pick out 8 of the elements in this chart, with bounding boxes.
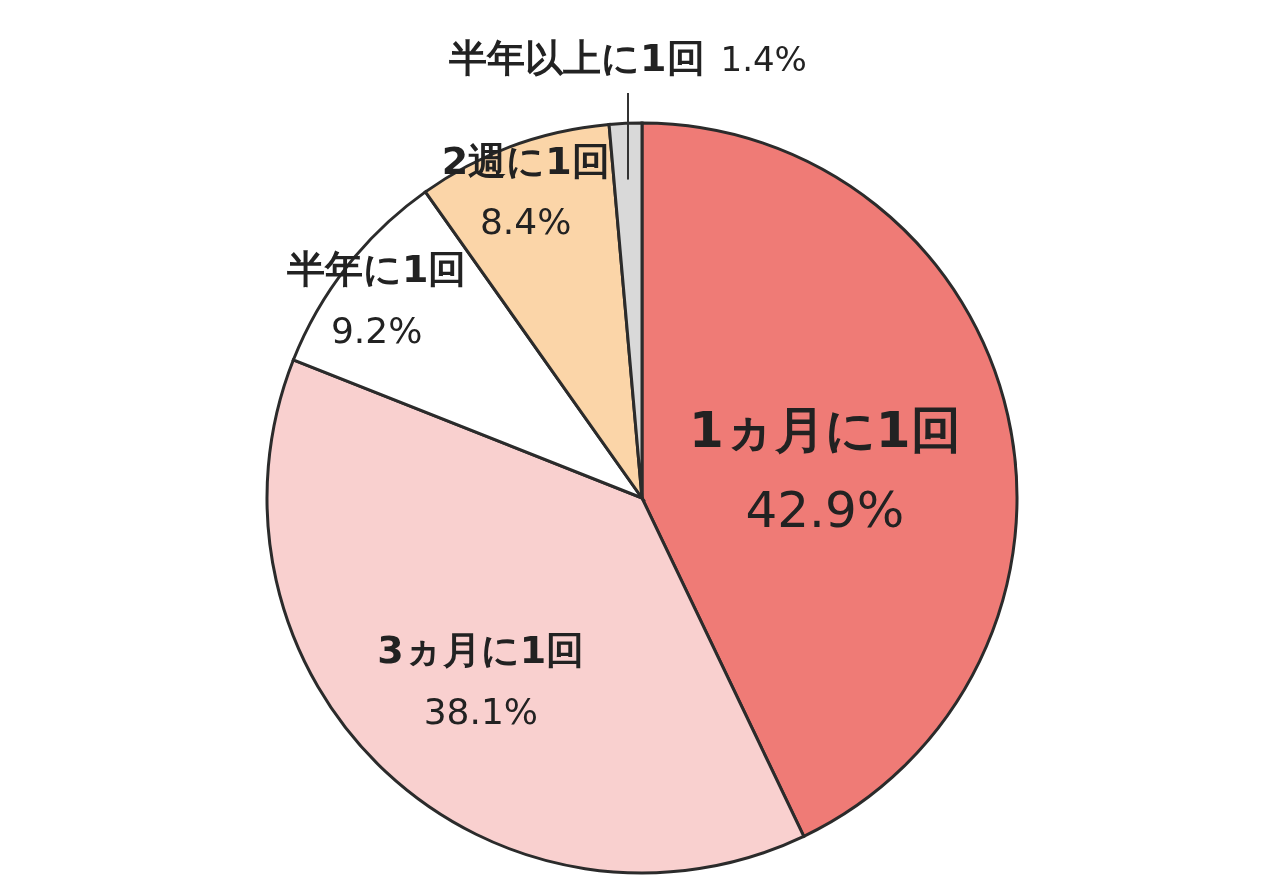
data-label: 9.2% xyxy=(330,309,423,351)
slice-label: 1ヵ月に1回 xyxy=(689,400,961,459)
data-label: 8.4% xyxy=(479,201,572,243)
slice-label: 3ヵ月に1回 xyxy=(377,628,585,673)
data-label: 1.4% xyxy=(720,39,807,79)
slice-label: 半年以上に1回 xyxy=(449,36,705,80)
data-label: 38.1% xyxy=(423,690,539,732)
data-label: 42.9% xyxy=(745,480,905,539)
